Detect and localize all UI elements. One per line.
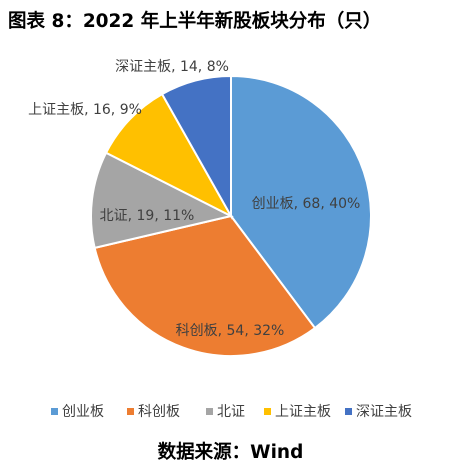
- legend-item-3: 北证: [206, 404, 245, 420]
- legend-swatch-5: [345, 408, 352, 415]
- legend-swatch-1: [51, 408, 58, 415]
- data-label-3: 北证, 19, 11%: [100, 208, 195, 224]
- legend-item-2: 科创板: [127, 404, 180, 420]
- data-label-5: 深证主板, 14, 8%: [115, 59, 229, 75]
- pie-slice-1: [230, 74, 372, 330]
- legend-label-5: 深证主板: [356, 404, 412, 420]
- legend-swatch-2: [127, 408, 134, 415]
- pie-slice-3: [90, 151, 234, 250]
- pie-slice-4: [104, 92, 234, 219]
- pie-slice-2: [93, 214, 317, 357]
- legend-item-1: 创业板: [51, 404, 104, 420]
- data-label-4: 上证主板, 16, 9%: [28, 102, 142, 118]
- chart-title: 图表 8：2022 年上半年新股板块分布（只）: [8, 11, 382, 32]
- legend-swatch-4: [264, 408, 271, 415]
- legend-item-5: 深证主板: [345, 404, 412, 420]
- legend-label-3: 北证: [217, 404, 245, 420]
- data-label-2: 科创板, 54, 32%: [176, 323, 285, 339]
- data-label-1: 创业板, 68, 40%: [252, 196, 361, 212]
- data-source: 数据来源：Wind: [157, 442, 304, 463]
- legend-label-1: 创业板: [62, 404, 104, 420]
- legend-item-4: 上证主板: [264, 404, 331, 420]
- pie-slice-5: [160, 74, 232, 220]
- legend-label-4: 上证主板: [275, 404, 331, 420]
- legend-label-2: 科创板: [138, 404, 180, 420]
- legend-swatch-3: [206, 408, 213, 415]
